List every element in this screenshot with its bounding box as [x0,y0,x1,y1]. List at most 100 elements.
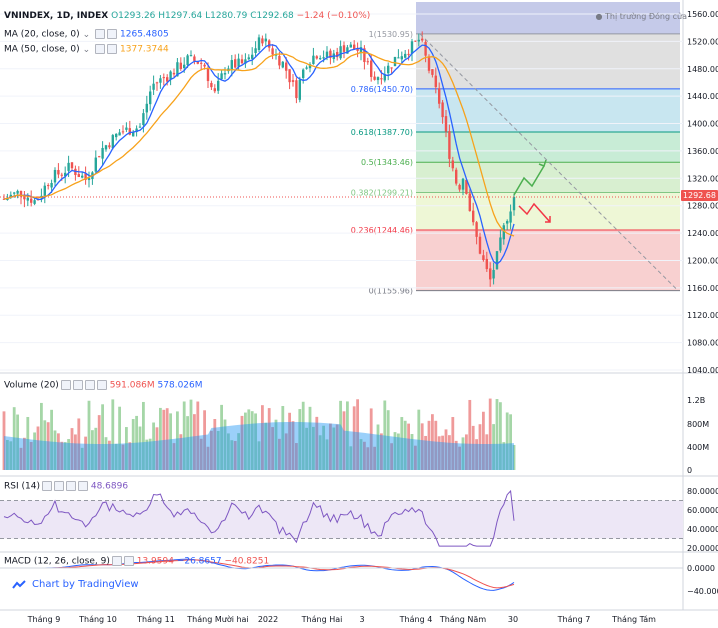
candle-body [329,50,332,58]
volume-bar [380,433,383,470]
candle-body [111,135,114,149]
volume-bar [142,401,145,470]
candle-body [81,175,84,178]
volume-bar [400,417,404,470]
candle-body [186,55,189,66]
candle-body [509,211,512,223]
volume-bar [250,411,254,470]
candle-body [128,128,131,135]
tradingview-link[interactable]: Chart by TradingView [32,579,139,590]
volume-bar [329,423,332,470]
candle-body [404,53,407,58]
price-tick-label: 1160.00 [687,284,718,293]
fib-band [416,131,680,163]
ma20-legend[interactable]: MA (20, close, 0) ⌄ 1265.4805 [4,29,169,40]
more-icon[interactable] [96,380,107,390]
rsi-tick-label: 80.0000 [687,487,718,496]
volume-bar [74,434,77,470]
candle-body [421,38,424,41]
candle-body [230,60,233,70]
more-icon[interactable] [77,481,88,491]
ma50-value: 1377.3744 [120,44,169,55]
volume-bar [159,407,162,470]
candle-body [149,91,152,105]
candle-body [298,79,301,100]
time-tick-label: Tháng Hai [301,615,343,624]
candle-body [50,183,53,188]
close-icon[interactable] [84,380,95,390]
volume-bar [125,427,128,470]
settings-icon[interactable] [107,44,118,54]
volume-bar [240,415,244,470]
macd-legend[interactable]: MACD (12, 26, close, 9) 13.9594 −26.8657… [4,556,269,567]
volume-bar [223,419,227,470]
eye-icon[interactable] [95,29,106,39]
volume-legend[interactable]: Volume (20) 591.086M 578.026M [4,380,203,391]
volume-bar [495,399,499,470]
volume-bar [291,421,295,470]
eye-icon[interactable] [41,481,52,491]
volume-tick-label: 0 [687,466,692,475]
volume-bar [478,424,482,470]
volume-bar [16,414,19,470]
volume-bar [128,442,132,470]
time-tick-label: Tháng 4 [399,615,433,624]
candle-body [444,116,448,132]
volume-bar [458,446,461,470]
ma50-legend[interactable]: MA (50, close, 0) ⌄ 1377.3744 [4,44,169,55]
candle-body [458,184,461,190]
candle-body [475,222,478,237]
volume-bar [407,423,410,470]
bearish-arrow [518,202,551,223]
candle-body [104,145,108,150]
candle-body [393,56,397,67]
volume-bar [213,419,217,470]
candle-body [308,64,312,69]
volume-bar [148,438,152,470]
settings-icon[interactable] [53,481,64,491]
volume-bar [91,430,94,470]
close-icon[interactable] [65,481,76,491]
candle-body [217,80,220,91]
grid-lines [0,0,718,611]
tradingview-branding[interactable]: Chart by TradingView [12,579,139,590]
candle-body [312,55,315,65]
volume-bar [23,437,26,470]
candle-body [257,37,261,51]
volume-bar [172,443,176,470]
rsi-line [3,489,515,547]
candle-body [176,62,179,77]
candle-body [64,172,67,177]
eye-icon[interactable] [60,380,71,390]
volume-bar [36,426,40,470]
settings-icon[interactable] [107,29,118,39]
candle-body [383,74,386,81]
fibonacci-retracement[interactable]: 1(1530.95) 0.786(1450.70) 0.618(1387.70) 0.… [351,2,680,296]
rsi-tick-label: 60.0000 [687,506,718,515]
settings-icon[interactable] [123,556,134,566]
candle-body [84,173,87,180]
settings-icon[interactable] [72,380,83,390]
volume-bar [186,416,189,470]
volume-bar [390,443,393,470]
volume-bar [492,424,495,470]
volume-bar [322,425,325,470]
last-price-badge: 1292.68 [680,190,718,201]
price-tick-label: 1280.00 [687,202,718,211]
volume-bar [50,409,53,470]
eye-icon[interactable] [111,556,122,566]
volume-bar [417,409,421,470]
volume-bar [46,422,50,470]
candle-body [108,145,111,148]
eye-icon[interactable] [95,44,106,54]
rsi-legend[interactable]: RSI (14) 48.6896 [4,481,128,492]
volume-bar [2,411,6,470]
volume-bar [359,439,363,470]
chevron-down-icon[interactable]: ⌄ [82,29,91,40]
volume-bar [342,411,346,470]
chevron-down-icon[interactable]: ⌄ [82,44,91,55]
symbol-title[interactable]: VNINDEX, 1D, INDEX [4,11,109,21]
annotations[interactable] [419,33,679,291]
volume-bar [414,445,417,470]
